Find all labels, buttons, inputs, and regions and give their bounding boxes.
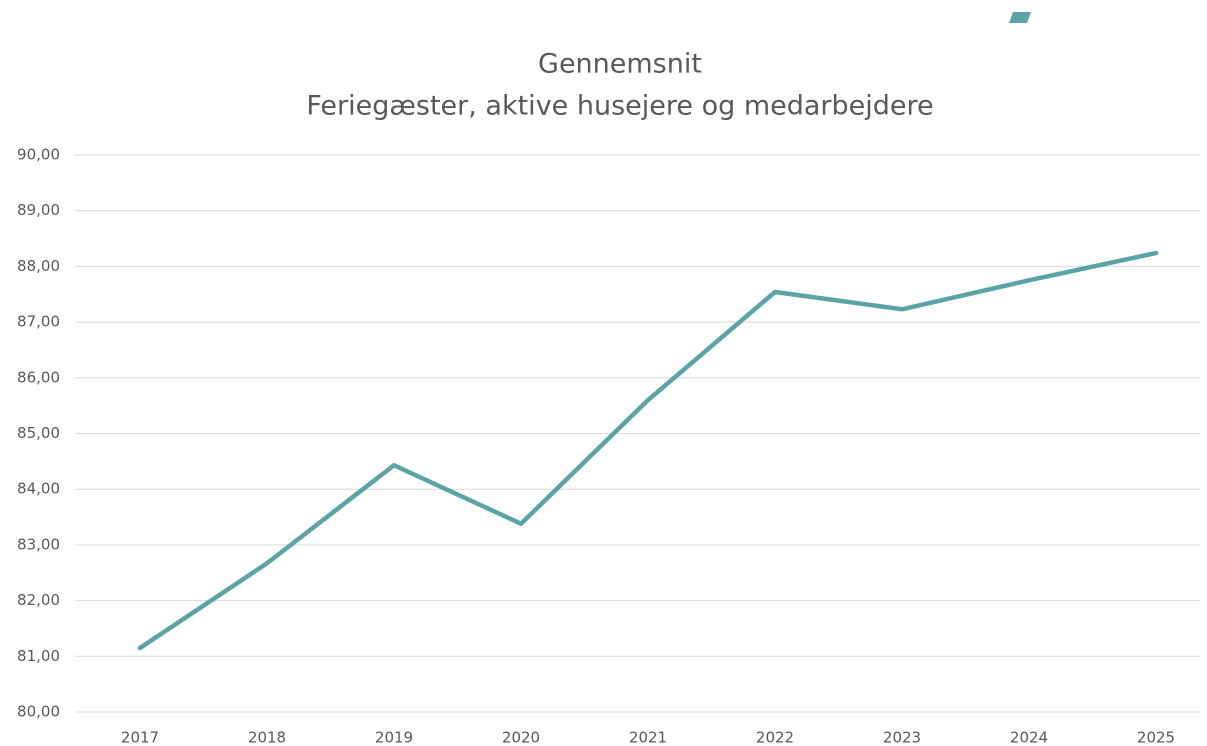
x-tick-label: 2025 <box>1137 729 1175 746</box>
x-tick-label: 2018 <box>248 729 286 746</box>
chart-title: Gennemsnit <box>538 49 702 80</box>
x-tick-label: 2023 <box>883 729 921 746</box>
logo-shape <box>1009 12 1031 23</box>
x-tick-label: 2020 <box>502 729 540 746</box>
chart-subtitle: Feriegæster, aktive husejere og medarbej… <box>306 91 933 122</box>
x-tick-label: 2017 <box>121 729 159 746</box>
y-tick-label: 82,00 <box>17 591 60 609</box>
y-tick-label: 86,00 <box>17 368 60 386</box>
y-tick-label: 89,00 <box>17 201 60 219</box>
y-tick-label: 84,00 <box>17 480 60 498</box>
y-tick-label: 87,00 <box>17 313 60 331</box>
x-tick-label: 2022 <box>756 729 794 746</box>
x-tick-label: 2021 <box>629 729 667 746</box>
y-tick-label: 85,00 <box>17 424 60 442</box>
y-tick-label: 81,00 <box>17 647 60 665</box>
y-tick-label: 88,00 <box>17 257 60 275</box>
y-tick-label: 80,00 <box>17 703 60 721</box>
y-tick-label: 83,00 <box>17 535 60 553</box>
x-tick-label: 2024 <box>1010 729 1048 746</box>
x-tick-label: 2019 <box>375 729 413 746</box>
data-line <box>137 250 1159 651</box>
y-tick-label: 90,00 <box>17 146 60 164</box>
